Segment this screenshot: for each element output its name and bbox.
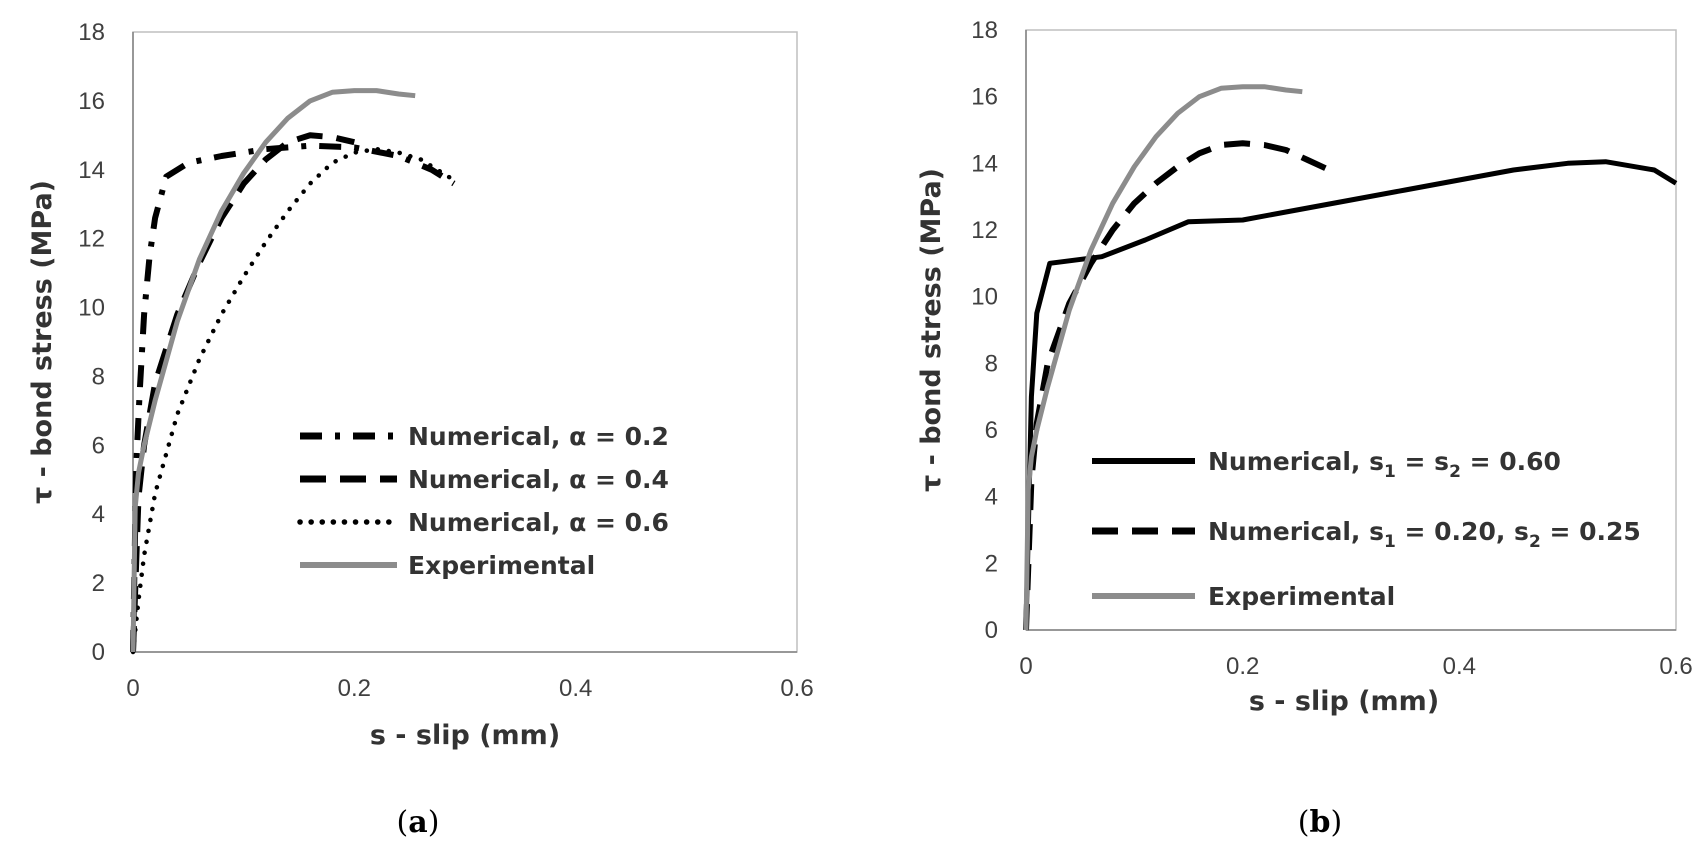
legend-entry: Numerical, α = 0.4	[408, 465, 669, 494]
legend-text-part: Numerical, s	[1208, 517, 1384, 546]
legend-entry: Experimental	[1208, 582, 1395, 611]
x-tick-label: 0.4	[1443, 653, 1476, 680]
legend-entry: Numerical, s1 = 0.20, s2 = 0.25	[1208, 517, 1641, 552]
panel-letter-a: a	[408, 805, 427, 840]
legend-a: Numerical, α = 0.2 Numerical, α = 0.4 Nume…	[297, 422, 669, 580]
axes-a: 0 2 4 6 8 10 12 14 16 18 0 0.2 0.4 0.6	[78, 19, 813, 702]
legend-text-part: = 0.20, s	[1396, 517, 1529, 546]
legend-text-part: = 0.60	[1461, 447, 1561, 476]
y-tick-label: 10	[78, 295, 105, 322]
series-line-dashed	[1023, 140, 1331, 631]
y-axis-label: τ - bond stress (MPa)	[27, 180, 58, 504]
y-tick-label: 6	[985, 417, 998, 444]
legend-text-part: Numerical, s	[1208, 447, 1384, 476]
legend-entry: Numerical, α = 0.6	[408, 508, 669, 537]
y-tick-label: 8	[985, 350, 998, 377]
y-tick-label: 2	[985, 550, 998, 577]
legend-text-part: Experimental	[1208, 582, 1395, 611]
legend-text-part: = s	[1396, 447, 1449, 476]
panel-label-a: (a)	[397, 805, 440, 840]
y-tick-label: 14	[78, 157, 105, 184]
legend-text-part: = 0.25	[1541, 517, 1641, 546]
series-line-dashed	[130, 132, 355, 653]
series-line-solid	[1023, 84, 1303, 631]
series-group-a	[130, 88, 457, 655]
x-tick-label: 0.6	[780, 675, 813, 702]
x-axis-label: s - slip (mm)	[1249, 686, 1439, 717]
panel-a: 0 2 4 6 8 10 12 14 16 18 0 0.2 0.4 0.6 Numerical, α =…	[27, 19, 814, 840]
y-tick-label: 4	[985, 484, 998, 511]
y-tick-label: 10	[971, 284, 998, 311]
y-axis-label: τ - bond stress (MPa)	[916, 168, 947, 492]
y-tick-label: 8	[92, 363, 105, 390]
legend-entry: Numerical, s1 = s2 = 0.60	[1208, 447, 1561, 482]
series-line-dotted	[130, 146, 457, 655]
y-tick-label: 14	[971, 150, 998, 177]
legend-subscript: 1	[1384, 532, 1396, 552]
x-tick-label: 0.6	[1659, 653, 1692, 680]
y-tick-label: 0	[985, 617, 998, 644]
y-tick-label: 2	[92, 570, 105, 597]
y-tick-label: 12	[78, 226, 105, 253]
y-tick-label: 16	[971, 84, 998, 111]
series-line-solid	[130, 88, 416, 653]
x-tick-label: 0.2	[1226, 653, 1259, 680]
x-tick-label: 0.2	[338, 675, 371, 702]
legend-subscript: 2	[1449, 462, 1461, 482]
legend-subscript: 2	[1529, 532, 1541, 552]
y-tick-label: 4	[92, 501, 105, 528]
series-line-dashdot	[130, 142, 456, 653]
y-tick-label: 18	[78, 19, 105, 46]
series-group-b	[1023, 84, 1678, 631]
legend-entry: Experimental	[408, 551, 595, 580]
x-tick-label: 0	[1019, 653, 1032, 680]
panel-label-b: (b)	[1298, 805, 1342, 840]
x-tick-label: 0.4	[559, 675, 592, 702]
series-line-solid	[1023, 159, 1678, 631]
x-axis-label: s - slip (mm)	[370, 720, 560, 751]
y-tick-label: 18	[971, 17, 998, 44]
y-tick-label: 6	[92, 432, 105, 459]
y-tick-label: 16	[78, 88, 105, 115]
y-tick-label: 0	[92, 639, 105, 666]
y-tick-label: 12	[971, 217, 998, 244]
legend-entry: Numerical, α = 0.2	[408, 422, 669, 451]
legend-subscript: 1	[1384, 462, 1396, 482]
panel-letter-b: b	[1310, 805, 1331, 840]
x-tick-label: 0	[126, 675, 139, 702]
